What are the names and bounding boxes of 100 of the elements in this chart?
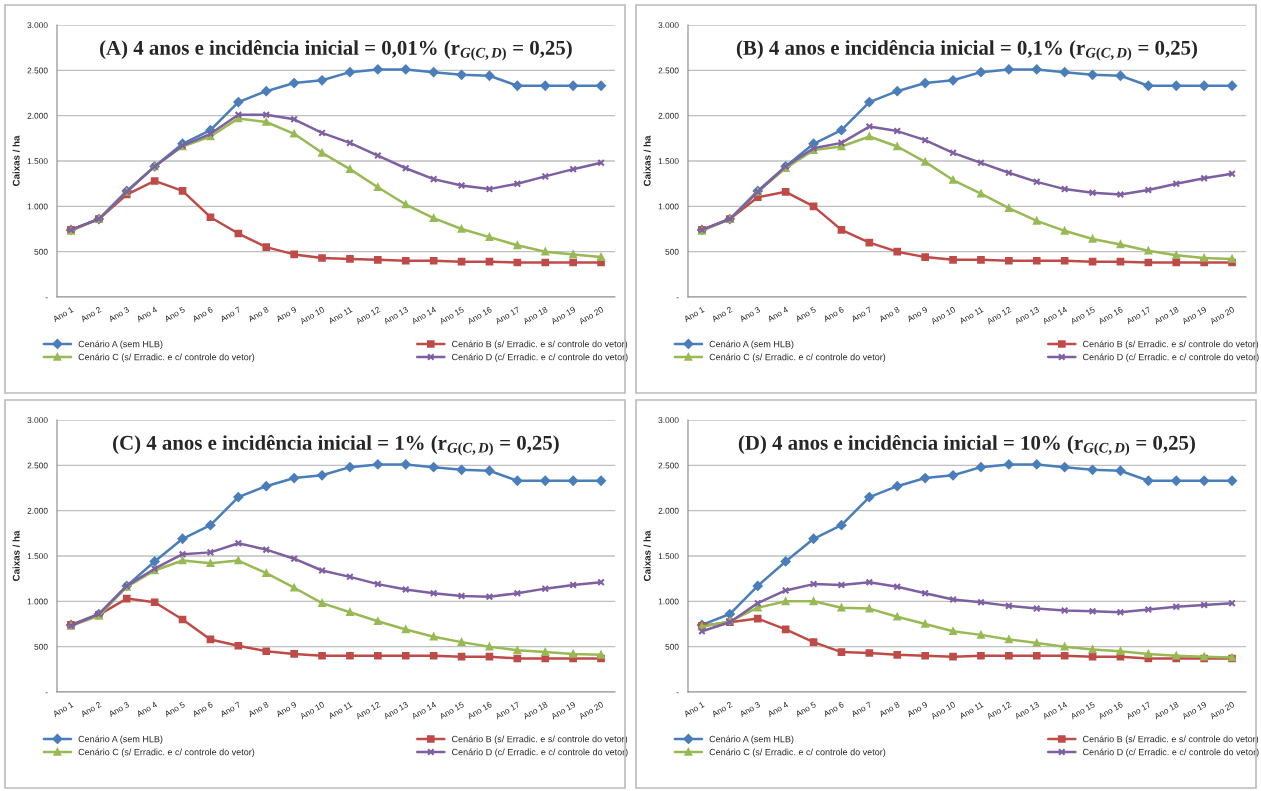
x-tick-label: Ano 7 <box>850 306 873 323</box>
x-tick-label: Ano 15 <box>1069 306 1096 325</box>
x-tick-label: Ano 17 <box>494 306 521 325</box>
x-tick-label: Ano 17 <box>494 701 521 720</box>
x-tick-label: Ano 11 <box>958 306 984 325</box>
y-tick-label: 3.000 <box>27 417 48 424</box>
legend-label: Cenário C (s/ Erradic. e c/ controle do vetor) <box>709 748 886 758</box>
y-tick-label: 500 <box>34 643 48 650</box>
x-tick-label: Ano 10 <box>930 701 956 720</box>
y-axis-title: Caixas / ha <box>12 135 20 186</box>
x-tick-label: Ano 10 <box>299 701 325 720</box>
x-tick-label: Ano 5 <box>794 306 817 323</box>
x-tick-label: Ano 2 <box>711 306 733 323</box>
x-tick-label: Ano 7 <box>850 701 873 718</box>
x-tick-label: Ano 8 <box>247 701 269 718</box>
x-tick-label: Ano 20 <box>1209 306 1235 325</box>
y-tick-label: 2.500 <box>658 462 679 469</box>
y-tick-label: 3.000 <box>658 417 679 424</box>
x-tick-label: Ano 16 <box>1097 306 1124 325</box>
legend-label: Cenário D (c/ Erradic. e c/ controle do vetor) <box>452 748 628 758</box>
x-tick-label: Ano 15 <box>438 306 465 325</box>
x-tick-label: Ano 6 <box>822 701 845 718</box>
legend-label: Cenário D (c/ Erradic. e c/ controle do vetor) <box>452 353 628 363</box>
x-tick-label: Ano 12 <box>355 306 381 325</box>
x-tick-label: Ano 5 <box>163 306 186 323</box>
x-tick-label: Ano 9 <box>906 306 928 323</box>
x-tick-label: Ano 12 <box>355 701 381 720</box>
x-tick-label: Ano 3 <box>108 306 130 323</box>
x-tick-label: Ano 1 <box>52 701 74 718</box>
legend-label: Cenário C (s/ Erradic. e c/ controle do vetor) <box>78 748 255 758</box>
y-tick-label: - <box>45 692 48 694</box>
x-tick-label: Ano 1 <box>683 701 705 718</box>
x-tick-label: Ano 14 <box>1041 306 1068 325</box>
x-tick-label: Ano 3 <box>739 701 761 718</box>
legend-label: Cenário A (sem HLB) <box>709 735 794 744</box>
x-tick-label: Ano 13 <box>1014 306 1040 325</box>
x-tick-label: Ano 8 <box>247 306 269 323</box>
y-tick-label: 1.500 <box>27 553 48 560</box>
y-tick-label: 3.000 <box>658 22 679 29</box>
x-tick-label: Ano 4 <box>135 306 158 323</box>
x-tick-label: Ano 9 <box>275 306 297 323</box>
x-tick-label: Ano 18 <box>522 701 548 720</box>
y-tick-label: - <box>45 297 48 299</box>
legend-label: Cenário D (c/ Erradic. e c/ controle do vetor) <box>1083 353 1259 363</box>
x-tick-label: Ano 20 <box>1209 701 1235 720</box>
x-tick-label: Ano 5 <box>163 701 186 718</box>
y-tick-label: 1.500 <box>27 158 48 165</box>
x-tick-label: Ano 9 <box>275 701 297 718</box>
y-tick-label: 2.000 <box>27 112 48 119</box>
x-tick-label: Ano 7 <box>219 306 242 323</box>
x-tick-label: Ano 15 <box>438 701 465 720</box>
legend-label: Cenário B (s/ Erradic. e s/ controle do vetor) <box>452 735 628 744</box>
x-tick-label: Ano 13 <box>383 701 409 720</box>
x-tick-label: Ano 18 <box>1153 701 1179 720</box>
text: (A) 4 anos e incidência inicial = 0,01% (r$_{G(C,D)}$ = 0,25) <box>100 39 572 61</box>
x-tick-label: Ano 17 <box>1125 306 1152 325</box>
y-tick-label: 3.000 <box>27 22 48 29</box>
y-tick-label: 1.000 <box>658 203 679 210</box>
y-tick-label: 2.500 <box>27 67 48 74</box>
x-tick-label: Ano 5 <box>794 701 817 718</box>
y-tick-label: 500 <box>665 248 679 255</box>
x-tick-label: Ano 19 <box>550 701 576 720</box>
x-tick-label: Ano 12 <box>986 701 1012 720</box>
y-tick-label: 2.000 <box>27 507 48 514</box>
x-tick-label: Ano 18 <box>522 306 548 325</box>
x-tick-label: Ano 13 <box>383 306 409 325</box>
y-tick-label: 1.500 <box>658 553 679 560</box>
x-tick-label: Ano 14 <box>410 701 437 720</box>
legend-label: Cenário D (c/ Erradic. e c/ controle do vetor) <box>1083 748 1259 758</box>
y-tick-label: 500 <box>34 248 48 255</box>
y-tick-label: - <box>676 297 679 299</box>
x-tick-label: Ano 4 <box>135 701 158 718</box>
x-tick-label: Ano 13 <box>1014 701 1040 720</box>
x-tick-label: Ano 10 <box>299 306 325 325</box>
x-tick-label: Ano 16 <box>1097 701 1124 720</box>
x-tick-label: Ano 16 <box>466 701 493 720</box>
legend-label: Cenário A (sem HLB) <box>709 340 794 349</box>
legend-label: Cenário A (sem HLB) <box>78 340 163 349</box>
x-tick-label: Ano 19 <box>550 306 576 325</box>
text: (D) 4 anos e incidência inicial = 10% (r$_{G(C,D)}$ = 0,25) <box>738 434 1195 456</box>
x-tick-label: Ano 1 <box>52 306 74 323</box>
y-tick-label: 1.000 <box>27 598 48 605</box>
x-tick-label: Ano 4 <box>766 306 789 323</box>
x-tick-label: Ano 8 <box>878 701 900 718</box>
y-tick-label: 2.500 <box>658 67 679 74</box>
x-tick-label: Ano 11 <box>327 701 353 720</box>
x-tick-label: Ano 10 <box>930 306 956 325</box>
y-tick-label: 500 <box>665 643 679 650</box>
x-tick-label: Ano 14 <box>1041 701 1068 720</box>
x-tick-label: Ano 3 <box>739 306 761 323</box>
y-axis-title: Caixas / ha <box>643 530 651 581</box>
x-tick-label: Ano 2 <box>711 701 733 718</box>
x-tick-label: Ano 1 <box>683 306 705 323</box>
y-tick-label: - <box>676 692 679 694</box>
y-tick-label: 2.000 <box>658 112 679 119</box>
x-tick-label: Ano 18 <box>1153 306 1179 325</box>
y-axis-title: Caixas / ha <box>12 530 20 581</box>
x-tick-label: Ano 15 <box>1069 701 1096 720</box>
x-tick-label: Ano 11 <box>958 701 984 720</box>
text: (B) 4 anos e incidência inicial = 0,1% (r$_{G(C,D)}$ = 0,25) <box>736 39 1198 61</box>
